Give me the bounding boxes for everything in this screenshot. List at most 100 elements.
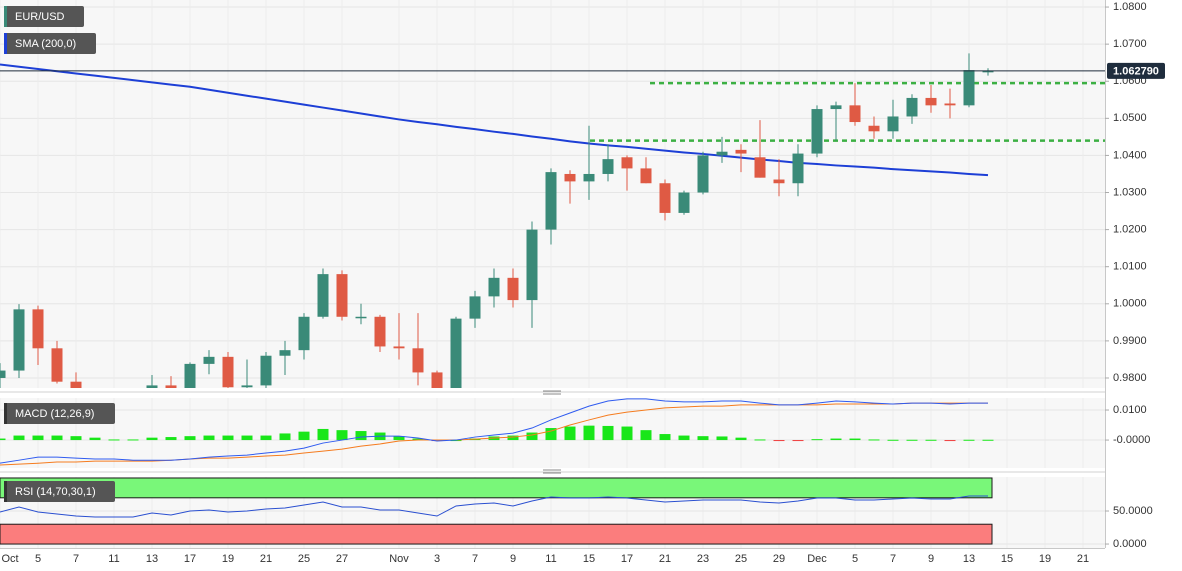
histogram-bar: [830, 438, 842, 441]
y-tick-label: 1.0100: [1113, 261, 1147, 273]
histogram-bar: [0, 438, 6, 441]
candle-body: [488, 277, 500, 297]
histogram-bar: [906, 439, 918, 441]
y-tick-label: 1.0200: [1113, 224, 1147, 236]
candle-body: [32, 309, 44, 349]
x-tick-label: 5: [35, 553, 41, 565]
candle-body: [697, 155, 709, 193]
x-tick-label: 21: [1077, 553, 1089, 565]
y-tick-label: 1.0500: [1113, 112, 1147, 124]
histogram-bar: [754, 439, 766, 441]
candle-body: [412, 348, 424, 373]
candle-body: [925, 97, 937, 106]
histogram-bar: [982, 439, 994, 441]
histogram-bar: [545, 428, 557, 441]
candle-body: [70, 381, 82, 388]
histogram-bar: [32, 435, 44, 441]
candle-body: [868, 125, 880, 132]
histogram-bar: [811, 439, 823, 441]
x-tick-label: Oct: [1, 553, 18, 565]
histogram-bar: [70, 436, 82, 441]
candle-body: [887, 116, 899, 132]
histogram-bar: [108, 439, 120, 441]
macd-plot: [0, 398, 994, 466]
candle-body: [51, 348, 63, 382]
histogram-bar: [716, 436, 728, 441]
x-tick-label: 9: [928, 553, 934, 565]
histogram-bar: [868, 439, 880, 441]
candle-body: [13, 309, 25, 371]
y-tick-label: 1.0000: [1113, 298, 1147, 310]
candle-body: [716, 151, 728, 156]
x-tick-label: 15: [583, 553, 595, 565]
candle-body: [621, 157, 633, 169]
y-tick-label: 1.0300: [1113, 186, 1147, 198]
histogram-bar: [165, 437, 177, 441]
rsi-plot: [0, 477, 993, 545]
histogram-bar: [887, 439, 899, 441]
x-tick-label: 13: [146, 553, 158, 565]
x-tick-label: 15: [1001, 553, 1013, 565]
x-tick-label: 7: [890, 553, 896, 565]
candle-body: [165, 385, 177, 388]
candle-body: [640, 168, 652, 184]
candle-body: [203, 356, 215, 364]
x-tick-label: 7: [73, 553, 79, 565]
histogram-bar: [355, 431, 367, 441]
y-tick-label: 1.0800: [1113, 1, 1147, 13]
legend-swatch: [4, 403, 7, 424]
legend-label: SMA (200,0): [15, 38, 76, 50]
x-tick-label: 29: [773, 553, 785, 565]
histogram-bar: [260, 435, 272, 441]
legend-label: MACD (12,26,9): [15, 408, 94, 420]
candle-body: [944, 103, 956, 106]
x-tick-label: 19: [1039, 553, 1051, 565]
x-tick-label: 25: [298, 553, 310, 565]
histogram-bar: [773, 440, 785, 442]
candle-body: [754, 157, 766, 178]
rsi-band: [0, 523, 993, 545]
resize-handle[interactable]: [543, 469, 561, 474]
candle-body: [849, 105, 861, 123]
legend-swatch: [4, 6, 7, 27]
candle-body: [906, 97, 918, 117]
candle-body: [963, 70, 975, 106]
candle-body: [374, 316, 386, 347]
candle-body: [830, 105, 842, 110]
rsi-line: [0, 495, 988, 518]
x-tick-label: 23: [697, 553, 709, 565]
legend-label: EUR/USD: [15, 11, 65, 23]
histogram-bar: [184, 436, 196, 441]
histogram-bar: [222, 435, 234, 441]
histogram-bar: [697, 436, 709, 441]
histogram-bar: [146, 437, 158, 441]
candle-body: [982, 70, 994, 73]
x-tick-label: Dec: [807, 553, 827, 565]
resize-handle[interactable]: [543, 390, 561, 395]
histogram-bar: [203, 435, 215, 441]
candle-body: [336, 274, 348, 317]
candle-body: [279, 350, 291, 356]
candle-body: [811, 109, 823, 154]
legend-box: [4, 33, 96, 54]
histogram-bar: [298, 431, 310, 441]
histogram-bar: [963, 439, 975, 441]
sma-line: [0, 63, 989, 177]
histogram-bar: [127, 439, 139, 441]
candle-body: [184, 363, 196, 388]
candle-body: [792, 153, 804, 184]
candle-body: [146, 385, 158, 388]
histogram-bar: [849, 438, 861, 441]
x-tick-label: Nov: [389, 553, 409, 565]
histogram-bar: [621, 426, 633, 441]
legend-box: [4, 403, 115, 424]
histogram-bar: [13, 435, 25, 441]
last-price-label: 1.062790: [1113, 65, 1159, 77]
histogram-bar: [412, 438, 424, 441]
histogram-bar: [393, 436, 405, 441]
candle-body: [602, 159, 614, 174]
histogram-bar: [51, 435, 63, 441]
last-price-tag: [1107, 62, 1165, 79]
candle-body: [431, 372, 443, 388]
